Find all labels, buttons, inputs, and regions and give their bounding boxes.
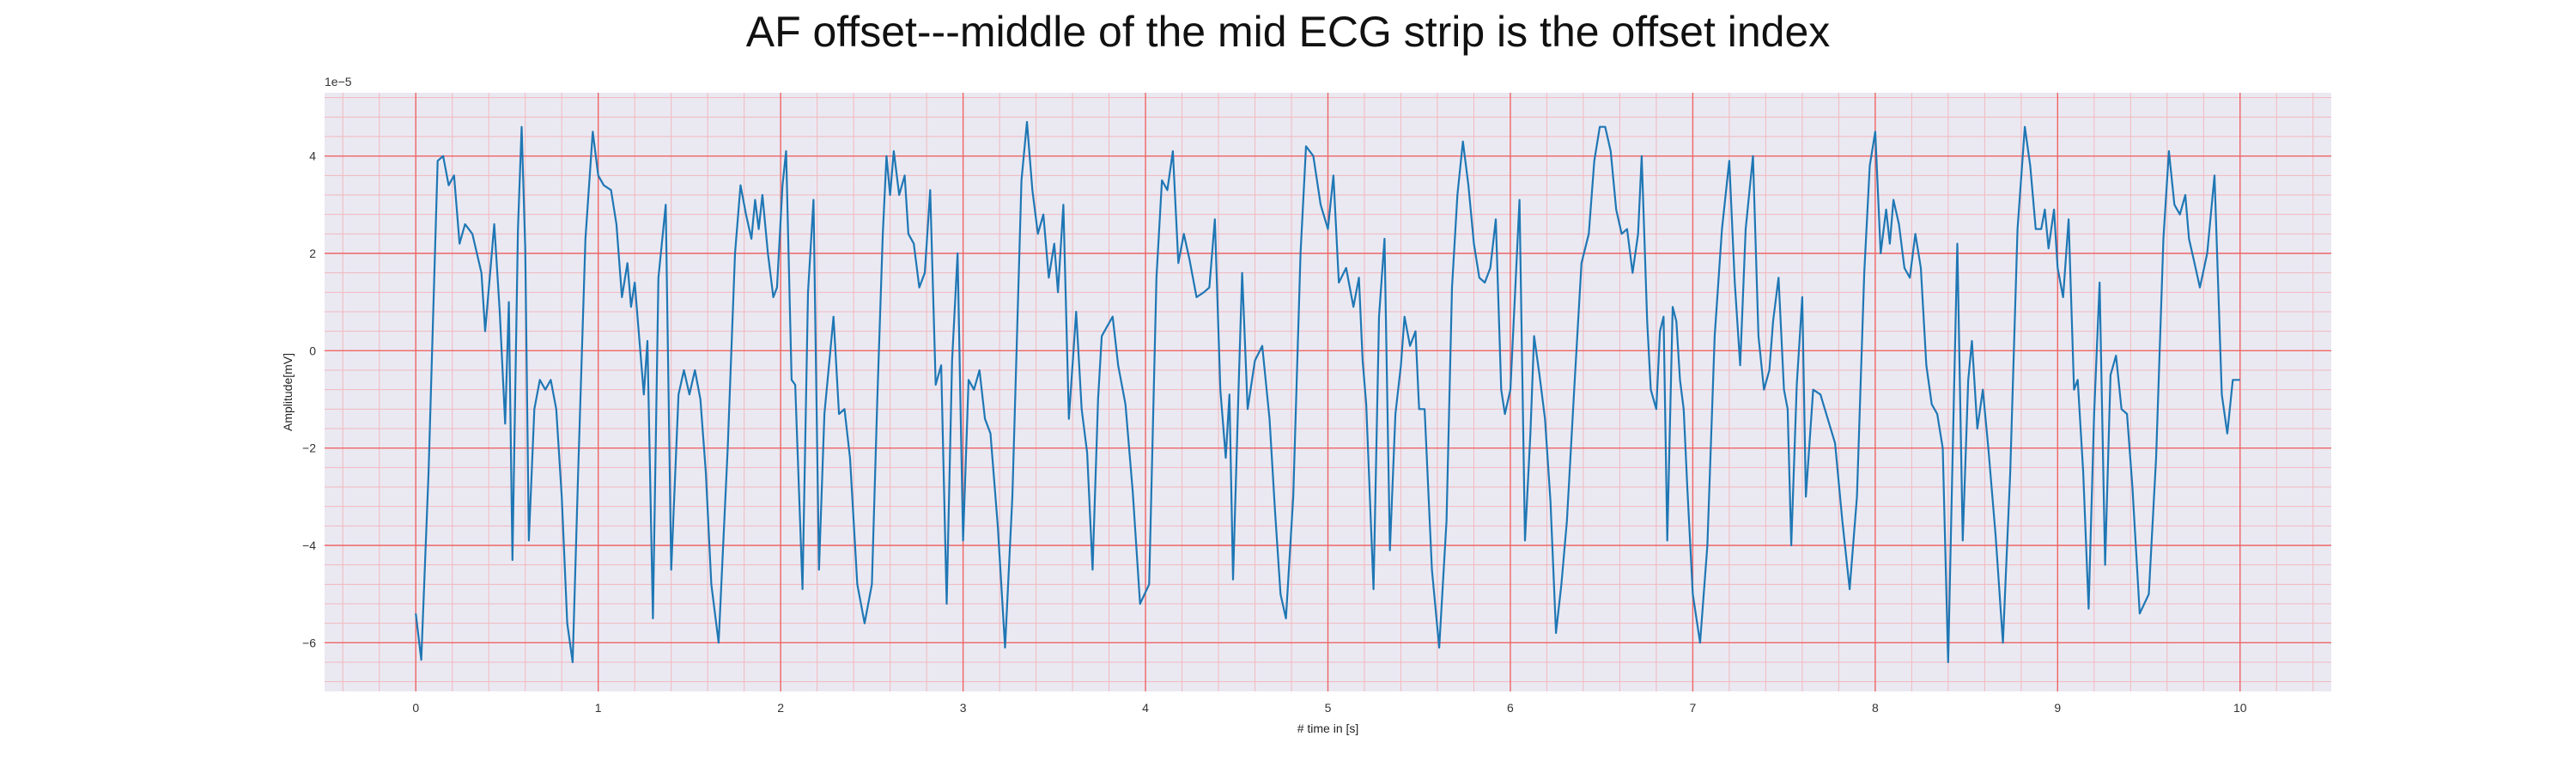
x-tick-label: 9 [2054, 701, 2061, 715]
y-tick-label: 2 [309, 247, 316, 260]
x-tick-label: 0 [412, 701, 419, 715]
major-grid [325, 93, 2331, 691]
ecg-series-line [415, 120, 2240, 664]
x-tick-label: 2 [777, 701, 784, 715]
x-tick-label: 10 [2233, 701, 2247, 715]
x-tick-label: 8 [1872, 701, 1879, 715]
x-tick-label: 6 [1507, 701, 1514, 715]
y-tick-label: −2 [302, 441, 316, 455]
y-axis-label: Amplitude[mV] [281, 353, 295, 431]
y-axis-scale-label: 1e−5 [325, 75, 352, 88]
x-axis-label: # time in [s] [1297, 721, 1359, 735]
chart-title: AF offset---middle of the mid ECG strip … [745, 8, 1831, 56]
x-tick-label: 7 [1690, 701, 1697, 715]
x-axis-ticks: 0 1 2 3 4 5 6 7 8 9 10 [412, 701, 2246, 715]
y-tick-label: −4 [302, 539, 316, 552]
x-tick-label: 1 [595, 701, 602, 715]
x-tick-label: 4 [1142, 701, 1149, 715]
x-tick-label: 3 [960, 701, 967, 715]
y-axis-ticks: −6 −4 −2 0 2 4 [302, 149, 316, 650]
x-tick-label: 5 [1325, 701, 1332, 715]
y-tick-label: 0 [309, 344, 316, 357]
y-tick-label: −6 [302, 636, 316, 649]
y-tick-label: 4 [309, 149, 316, 163]
